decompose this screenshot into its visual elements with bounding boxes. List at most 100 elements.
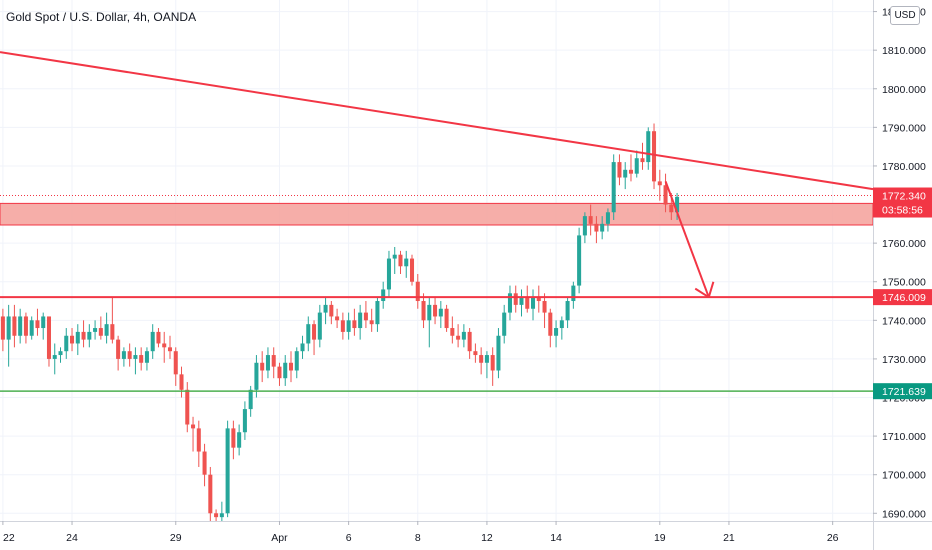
lower-support-price-label-bg: [873, 383, 932, 400]
time-tick-label: 22: [3, 532, 15, 544]
candle-body: [116, 339, 121, 359]
candle-body: [582, 216, 587, 236]
current-price-label-countdown: 03:58:56: [882, 205, 923, 217]
time-tick-label: 19: [654, 532, 666, 544]
time-tick-label: 14: [550, 532, 562, 544]
candle-body: [433, 304, 438, 317]
candle-body: [340, 320, 345, 332]
candle-body: [404, 258, 409, 267]
candle-body: [231, 428, 236, 448]
price-tick-label: 1740.000: [882, 315, 926, 327]
candle-body: [225, 428, 230, 514]
candle-body: [571, 285, 576, 302]
time-axis[interactable]: 22 24 29 Apr 6 8 12 14 19 21 26: [0, 521, 932, 550]
candle-body: [450, 328, 455, 336]
candle-body: [577, 235, 582, 286]
candle-body: [18, 316, 23, 336]
time-axis-bg: [0, 521, 873, 550]
candle-body: [484, 355, 489, 363]
projection-arrow[interactable]: [664, 181, 715, 299]
candle-body: [456, 335, 461, 340]
arrow-head: [694, 287, 710, 299]
candle-body: [98, 328, 103, 336]
candle-body: [242, 409, 247, 433]
time-tick-label: 26: [827, 532, 839, 544]
candle-body: [219, 513, 224, 518]
resistance-zone[interactable]: [0, 202, 874, 226]
time-tick-label: 29: [170, 532, 182, 544]
candle-body: [41, 316, 46, 329]
current-price-label-bg: [873, 187, 932, 218]
candle-body: [110, 324, 115, 340]
candle-body: [381, 289, 386, 302]
time-tick-label: 21: [723, 532, 735, 544]
candle-body: [421, 301, 426, 321]
price-axis-bg: [873, 0, 932, 550]
candle-body: [646, 131, 651, 163]
price-tick-label: 1780.000: [882, 161, 926, 173]
candle-body: [317, 312, 322, 340]
candle-body: [363, 312, 368, 321]
candle-body: [6, 316, 11, 340]
candle-body: [605, 212, 610, 224]
candle-body: [386, 258, 391, 290]
candle-body: [369, 320, 374, 325]
time-tick-label: 6: [346, 532, 352, 544]
candle-body: [0, 316, 5, 340]
candle-body: [600, 223, 605, 232]
candle-body: [623, 169, 628, 178]
candle-body: [496, 335, 501, 371]
candle-body: [156, 331, 161, 344]
candle-body: [628, 169, 633, 174]
support-price-label: 1746.009: [882, 292, 926, 304]
candle-body: [536, 297, 541, 302]
candle-body: [283, 362, 288, 379]
candle-body: [185, 389, 190, 425]
candle-body: [513, 293, 518, 305]
candle-body: [260, 362, 265, 371]
candle-body: [202, 451, 207, 475]
candle-body: [46, 316, 51, 359]
candle-body: [427, 304, 432, 321]
time-tick-label: Apr: [271, 532, 288, 544]
candle-body: [150, 331, 155, 352]
candle-body: [652, 131, 657, 182]
candle-body: [519, 297, 524, 305]
candle-body: [438, 308, 443, 317]
candle-body: [35, 320, 40, 329]
candle-body: [657, 181, 662, 186]
price-axis[interactable]: 1690.0001700.0001710.0001720.0001730.000…: [873, 0, 932, 550]
chart-grid: [0, 0, 873, 521]
candle-body: [12, 316, 17, 336]
candle-body: [663, 185, 668, 205]
candle-body: [208, 474, 213, 514]
candle-body: [554, 328, 559, 336]
candle-body: [588, 216, 593, 224]
candle-body: [490, 355, 495, 371]
support-price-label-bg: [873, 289, 932, 306]
time-tick-label: 8: [415, 532, 421, 544]
candle-body: [346, 320, 351, 332]
candle-body: [139, 355, 144, 363]
candle-body: [179, 374, 184, 390]
candle-body: [375, 301, 380, 325]
candle-body: [300, 343, 305, 352]
candle-body: [358, 312, 363, 329]
candle-body: [104, 324, 109, 336]
price-tick-label: 1710.000: [882, 431, 926, 443]
candle-body: [473, 351, 478, 356]
candle-body: [352, 320, 357, 329]
current-price-label: 1772.340: [882, 191, 926, 203]
descending-trendline[interactable]: [0, 51, 874, 191]
candle-body: [127, 351, 132, 359]
candle-body: [237, 432, 242, 448]
candlestick-series: [0, 123, 680, 529]
candle-body: [398, 254, 403, 267]
candle-body: [75, 331, 80, 344]
currency-button[interactable]: USD: [890, 6, 920, 25]
candle-body: [669, 204, 674, 213]
candle-body: [52, 355, 57, 359]
lower-support-price-label: 1721.639: [882, 386, 926, 398]
candle-body: [288, 362, 294, 371]
